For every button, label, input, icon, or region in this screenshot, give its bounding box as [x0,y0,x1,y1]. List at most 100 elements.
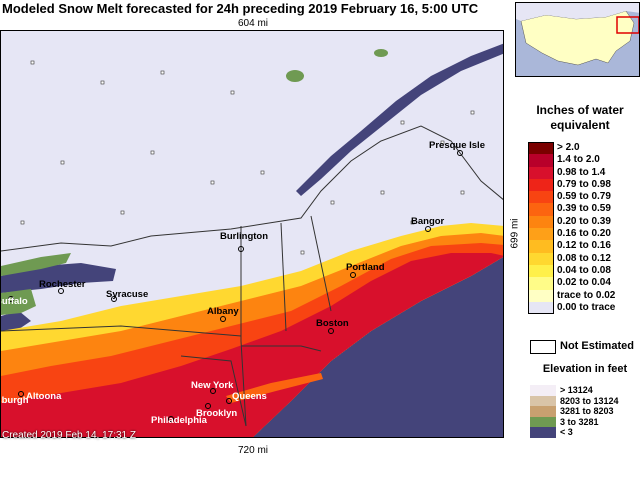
legend-swatch [528,252,554,265]
elevation-label: 3 to 3281 [560,416,599,427]
lowland-west [1,253,71,276]
legend-label: 0.02 to 0.04 [557,277,611,289]
legend-title-line1: Inches of water [536,103,624,117]
city-buffalo: Buffalo [1,296,28,307]
legend-row: 0.08 to 0.12 [528,252,640,265]
st-lawrence-river [296,43,503,196]
not-estimated-swatch [530,340,556,354]
elevation-swatch [530,406,556,417]
inset-us-land [520,10,635,66]
scale-bottom: 720 mi [238,445,269,456]
canada-land [1,31,503,271]
city-portland: Portland [346,262,385,273]
legend-swatch [528,264,554,278]
legend-row: 0.98 to 1.4 [528,166,640,179]
legend-swatch [528,240,554,253]
legend-swatch [528,228,554,241]
elevation-row: 3281 to 8203 [530,406,640,417]
legend-label: 0.79 to 0.98 [557,178,611,190]
inset-canada-land [516,3,639,21]
elevation-label: < 3 [560,427,573,437]
legend-swatch [528,142,554,155]
legend-row: 0.16 to 0.20 [528,228,640,241]
legend-swatch [528,301,554,315]
lowland-erie [1,289,36,315]
legend-label: 0.59 to 0.79 [557,191,611,203]
locator-inset[interactable] [515,2,640,77]
elevation-legend: > 13124 8203 to 13124 3281 to 8203 3 to 328… [530,385,640,438]
elevation-label: 8203 to 13124 [560,395,619,406]
elevation-legend-title: Elevation in feet [542,363,628,375]
legend-label: 0.04 to 0.08 [557,264,611,276]
legend-label: 0.98 to 1.4 [557,166,606,178]
legend-title: Inches of water equivalent [520,103,640,133]
legend-row: 0.02 to 0.04 [528,277,640,290]
legend-row: 0.04 to 0.08 [528,264,640,278]
city-bangor: Bangor [411,216,445,227]
elevation-row: > 13124 [530,385,640,396]
map-title: Modeled Snow Melt forecasted for 24h pre… [2,1,479,16]
legend-swatch [528,289,554,302]
borders [1,125,503,427]
city-pittsburgh: Pittsburgh [1,395,29,406]
legend-swatch [528,203,554,216]
legend-swatch [528,277,554,290]
legend-swatch [528,215,554,229]
scale-right: 699 mi [509,218,521,249]
city-markers [8,150,463,422]
elevation-label: 3281 to 8203 [560,406,614,416]
station-dots [20,60,475,255]
city-burlington: Burlington [220,231,268,242]
legend-swatch [528,154,554,167]
legend-label: 0.39 to 0.59 [557,203,611,215]
elevation-row: 8203 to 13124 [530,395,640,406]
legend-row: 0.39 to 0.59 [528,203,640,216]
legend-row: 1.4 to 2.0 [528,154,640,167]
city-altoona: Altoona [26,391,62,402]
inset-map [516,3,639,66]
legend-label: 0.08 to 0.12 [557,252,611,264]
lake-erie [1,311,31,333]
elevation-row: 3 to 3281 [530,416,640,427]
lake-green-2 [374,49,388,57]
legend-label: 0.16 to 0.20 [557,228,611,240]
legend-swatch [528,178,554,192]
elevation-swatch [530,416,556,427]
elevation-row: < 3 [530,427,640,438]
legend-swatch [528,191,554,204]
city-albany: Albany [207,306,239,317]
city-presque-isle: Presque Isle [429,140,485,151]
city-boston: Boston [316,318,349,329]
city-syracuse: Syracuse [106,289,148,300]
legend-label: trace to 0.02 [557,289,616,301]
elevation-label: > 13124 [560,385,593,395]
legend-row: 0.12 to 0.16 [528,240,640,253]
legend-row: 0.20 to 0.39 [528,215,640,229]
legend-label: 0.12 to 0.16 [557,240,611,252]
lake-green-1 [286,70,304,82]
melt-peak [1,253,503,437]
ocean-bay [253,257,503,437]
legend-label: 1.4 to 2.0 [557,154,600,166]
snow-melt-map[interactable]: Presque Isle Bangor Burlington Portland … [0,30,504,438]
created-timestamp: Created 2019 Feb 14, 17:31 Z [2,430,136,441]
elevation-swatch [530,427,556,438]
long-island [226,373,323,403]
legend-row: > 2.0 [528,142,640,155]
elevation-swatch [530,395,556,406]
melt-legend: > 2.0 1.4 to 2.0 0.98 to 1.4 0.79 to 0.98 0.… [528,142,640,315]
city-queens: Queens [232,391,267,402]
legend-swatch [528,166,554,179]
legend-title-line2: equivalent [550,118,610,132]
legend-label: > 2.0 [557,142,580,153]
city-philadelphia: Philadelphia [151,415,208,426]
inset-region-box [616,16,639,34]
city-new-york: New York [191,380,234,391]
not-estimated-label: Not Estimated [560,340,634,352]
legend-row: 0.00 to trace [528,301,640,315]
city-rochester: Rochester [39,279,86,290]
city-brooklyn: Brooklyn [196,408,237,419]
elevation-swatch [530,385,556,396]
legend-label: 0.20 to 0.39 [557,215,611,227]
scale-top: 604 mi [238,18,269,29]
